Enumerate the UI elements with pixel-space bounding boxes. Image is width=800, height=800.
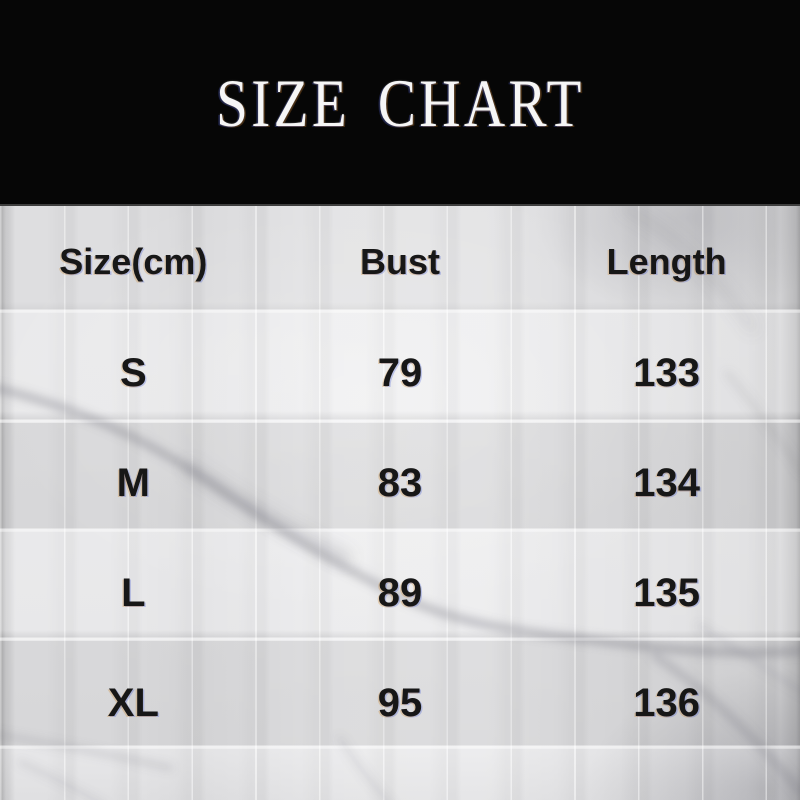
- row-m-length-value: 134: [633, 460, 701, 505]
- row-m-size-label: M: [116, 460, 150, 505]
- marble-vein-right-mid: [724, 370, 800, 475]
- title-banner: SIZE CHART: [0, 0, 800, 206]
- row-l-bust-value: 89: [377, 570, 423, 615]
- row-l-length-value: 135: [633, 570, 701, 615]
- row-xl-length-value: 136: [633, 680, 701, 725]
- marble-vein-bottom-center: [337, 735, 390, 800]
- column-header-size: Size(cm): [59, 241, 208, 282]
- row-s-length-value: 133: [633, 350, 701, 395]
- marble-vein-bottom-left: [0, 732, 173, 771]
- row-s-size-label: S: [119, 350, 147, 395]
- row-xl-size-label: XL: [107, 680, 159, 725]
- marble-vein-right-faint: [697, 623, 800, 694]
- marble-vein-branch-bottom-right: [651, 652, 800, 795]
- row-s-bust-value: 79: [377, 350, 423, 395]
- marble-vein-main: [0, 385, 800, 657]
- row-xl-bust-value: 95: [377, 680, 423, 725]
- column-header-length: Length: [606, 241, 727, 282]
- row-l-size-label: L: [121, 570, 146, 615]
- marble-veins: [0, 206, 800, 800]
- column-header-bust: Bust: [359, 241, 440, 282]
- marble-vein-top-right: [620, 206, 757, 333]
- marble-background: Size(cm) Bust Length S 79 133 M 83 134 L…: [0, 206, 800, 800]
- marble-vein-bottom-left-2: [17, 759, 100, 800]
- size-table: Size(cm) Bust Length S 79 133 M 83 134 L…: [0, 206, 800, 800]
- marble-vein-mid-thick: [183, 461, 352, 565]
- row-m-bust-value: 83: [377, 460, 423, 505]
- page-title: SIZE CHART: [215, 65, 585, 141]
